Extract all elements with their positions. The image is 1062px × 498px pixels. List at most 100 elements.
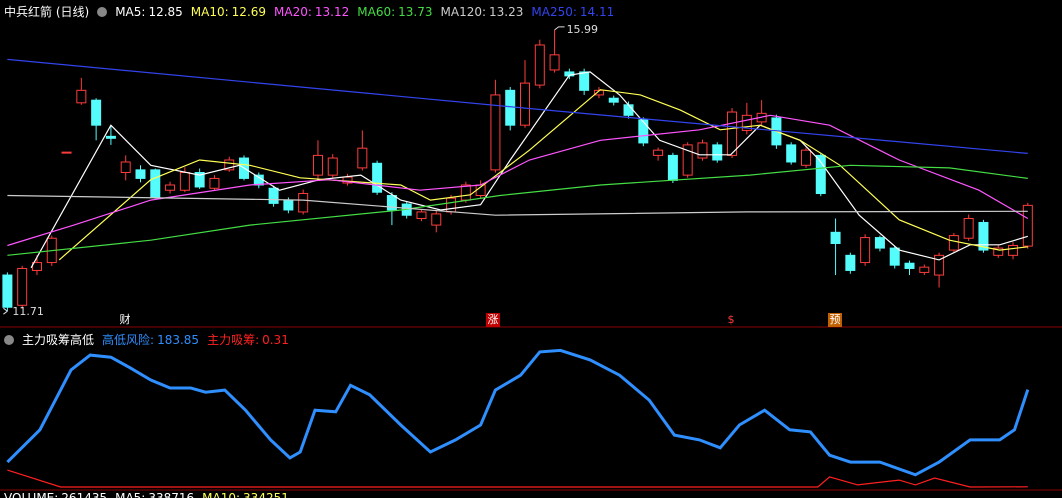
candle-body bbox=[283, 199, 294, 211]
candle-body bbox=[579, 71, 590, 91]
legend-item: MA120: 13.23 bbox=[441, 5, 524, 19]
candle-body bbox=[327, 157, 338, 176]
candle-body bbox=[534, 44, 545, 86]
event-marker: 涨 bbox=[488, 313, 499, 326]
candle-body bbox=[194, 172, 205, 188]
legend-item: MA10: 12.69 bbox=[191, 5, 266, 19]
candle-body bbox=[608, 97, 619, 103]
legend-value: 183.85 bbox=[157, 333, 200, 347]
candle-body bbox=[874, 237, 885, 249]
legend-value: 12.85 bbox=[148, 4, 183, 19]
candle-body bbox=[623, 104, 634, 116]
candle-body bbox=[150, 169, 161, 198]
volume-value: 338716 bbox=[148, 491, 195, 498]
volume-value: 261435 bbox=[61, 491, 108, 498]
legend-name: MA120: bbox=[440, 4, 487, 19]
series-line bbox=[7, 58, 1028, 154]
candle-body bbox=[948, 235, 959, 251]
candle-body bbox=[460, 184, 471, 201]
candle-body bbox=[800, 149, 811, 166]
chart-title: 中兵红箭 (日线) bbox=[4, 5, 90, 19]
legend-name: MA20: bbox=[274, 4, 312, 19]
indicator-legend: 主力吸筹高低 高低风险: 183.85 主力吸筹: 0.31 bbox=[4, 331, 289, 348]
candle-body bbox=[91, 99, 102, 126]
candle-body bbox=[105, 135, 116, 139]
legend-value: 13.23 bbox=[489, 4, 524, 19]
candle-body bbox=[165, 184, 176, 191]
legend-item: MA250: 14.11 bbox=[531, 5, 614, 19]
pointer bbox=[554, 26, 565, 31]
candle-body bbox=[76, 89, 87, 104]
legend-item: MA20: 13.12 bbox=[274, 5, 349, 19]
candle-body bbox=[963, 218, 974, 239]
volume-legend: VOLUME: 261435 MA5: 338716 MA10: 334251 bbox=[4, 491, 289, 498]
settings-icon[interactable] bbox=[4, 334, 14, 345]
pointer bbox=[3, 307, 8, 315]
series-line bbox=[7, 469, 1028, 488]
settings-icon[interactable] bbox=[97, 6, 108, 17]
series-line bbox=[30, 71, 1028, 269]
candle-body bbox=[2, 274, 13, 308]
candle-body bbox=[904, 262, 915, 269]
candle-body bbox=[919, 266, 930, 273]
candle-body bbox=[179, 172, 190, 191]
candle-body bbox=[934, 254, 945, 276]
candle-body bbox=[978, 221, 989, 251]
candle-body bbox=[372, 162, 383, 193]
candle-body bbox=[667, 154, 678, 181]
series-line bbox=[7, 164, 1028, 256]
candle-body bbox=[446, 197, 457, 213]
legend-name: MA5: bbox=[115, 4, 146, 19]
candle-body bbox=[638, 119, 649, 144]
candle-body bbox=[1008, 244, 1019, 256]
high-label: 15.99 bbox=[567, 23, 599, 36]
legend-item: 高低风险: 183.85 bbox=[102, 331, 199, 348]
candle-body bbox=[357, 147, 368, 169]
candle-body bbox=[416, 211, 427, 220]
legend-item: MA60: 13.73 bbox=[357, 5, 432, 19]
volume-value: 334251 bbox=[243, 491, 289, 498]
candle-body bbox=[549, 54, 560, 71]
legend-value: 14.11 bbox=[579, 4, 615, 19]
event-marker: $ bbox=[728, 313, 735, 326]
candle-body bbox=[697, 142, 708, 159]
candle-body bbox=[845, 254, 856, 271]
candle-body bbox=[312, 154, 323, 176]
candle-body bbox=[17, 267, 28, 306]
legend-name: MA60: bbox=[357, 4, 396, 19]
legend-name: 高低风险: bbox=[102, 333, 155, 347]
candle-body bbox=[815, 154, 826, 195]
candle-body bbox=[135, 169, 146, 179]
volume-name: VOLUME: bbox=[4, 491, 59, 498]
series-line bbox=[58, 89, 1028, 261]
main-legend: 中兵红箭 (日线) MA5: 12.85 MA10: 12.69 MA20: 13.12 M… bbox=[4, 3, 614, 20]
indicator-title: 主力吸筹高低 bbox=[22, 333, 95, 347]
volume-item: VOLUME: 261435 bbox=[4, 491, 107, 498]
candle-body bbox=[61, 151, 72, 154]
candle-body bbox=[120, 161, 131, 173]
candle-body bbox=[298, 193, 309, 213]
candle-body bbox=[490, 94, 501, 171]
volume-name: MA10: bbox=[202, 491, 241, 498]
candle-body bbox=[860, 237, 871, 264]
legend-value: 13.12 bbox=[314, 4, 350, 19]
legend-value: 0.31 bbox=[262, 333, 289, 347]
legend-item: 主力吸筹: 0.31 bbox=[207, 331, 289, 348]
legend-name: MA250: bbox=[531, 4, 577, 19]
volume-name: MA5: bbox=[115, 491, 146, 498]
candle-body bbox=[889, 247, 900, 266]
legend-value: 12.69 bbox=[231, 4, 267, 19]
candle-body bbox=[209, 177, 220, 189]
candle-body bbox=[786, 144, 797, 163]
candle-body bbox=[993, 247, 1004, 256]
candle-body bbox=[268, 187, 279, 204]
low-label: 11.71 bbox=[12, 305, 44, 318]
legend-value: 13.73 bbox=[398, 4, 433, 19]
candle-body bbox=[682, 144, 693, 176]
candle-body bbox=[431, 213, 442, 226]
candle-body bbox=[1022, 204, 1033, 247]
candle-body bbox=[386, 195, 397, 211]
event-marker-bg bbox=[828, 313, 842, 327]
